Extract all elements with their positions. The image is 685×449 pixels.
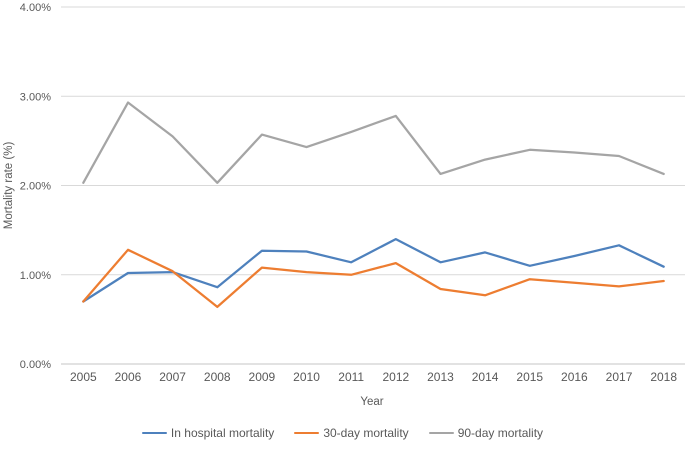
legend-label: 90-day mortality (457, 426, 544, 440)
x-tick-label: 2012 (382, 370, 409, 384)
x-tick-label: 2008 (204, 370, 231, 384)
x-tick-label: 2010 (293, 370, 320, 384)
x-axis-title: Year (360, 396, 383, 408)
legend-label: 30-day mortality (323, 426, 409, 440)
legend-line-swatch (294, 431, 320, 435)
x-tick-label: 2018 (650, 370, 677, 384)
x-tick-label: 2015 (516, 370, 543, 384)
x-tick-label: 2011 (338, 370, 364, 384)
x-tick-label: 2007 (159, 370, 186, 384)
series-line-in-hospital-mortality (82, 237, 665, 303)
y-tick-label: 3.00% (20, 91, 51, 103)
y-axis-title: Mortality rate (%) (3, 142, 15, 230)
x-tick-label: 2006 (115, 370, 142, 384)
legend-label: In hospital mortality (170, 426, 275, 440)
x-tick-label: 2016 (561, 370, 588, 384)
x-tick-label: 2017 (606, 370, 633, 384)
x-tick-label: 2014 (472, 370, 499, 384)
legend: In hospital mortality 30-day mortality 90-… (0, 427, 685, 439)
legend-line-swatch (428, 431, 454, 435)
y-tick-label: 4.00% (20, 2, 51, 14)
legend-item: In hospital mortality (141, 426, 275, 440)
legend-item: 30-day mortality (294, 426, 409, 440)
x-tick-label: 2013 (427, 370, 454, 384)
series-line-90-day-mortality (82, 101, 665, 184)
y-tick-label: 2.00% (20, 181, 51, 193)
legend-line-swatch (141, 431, 167, 435)
x-tick-label: 2005 (70, 370, 97, 384)
y-tick-label: 1.00% (20, 270, 51, 282)
series-line-30-day-mortality (82, 248, 665, 309)
x-tick-label: 2009 (249, 370, 276, 384)
y-tick-label: 0.00% (20, 359, 51, 371)
legend-item: 90-day mortality (428, 426, 544, 440)
